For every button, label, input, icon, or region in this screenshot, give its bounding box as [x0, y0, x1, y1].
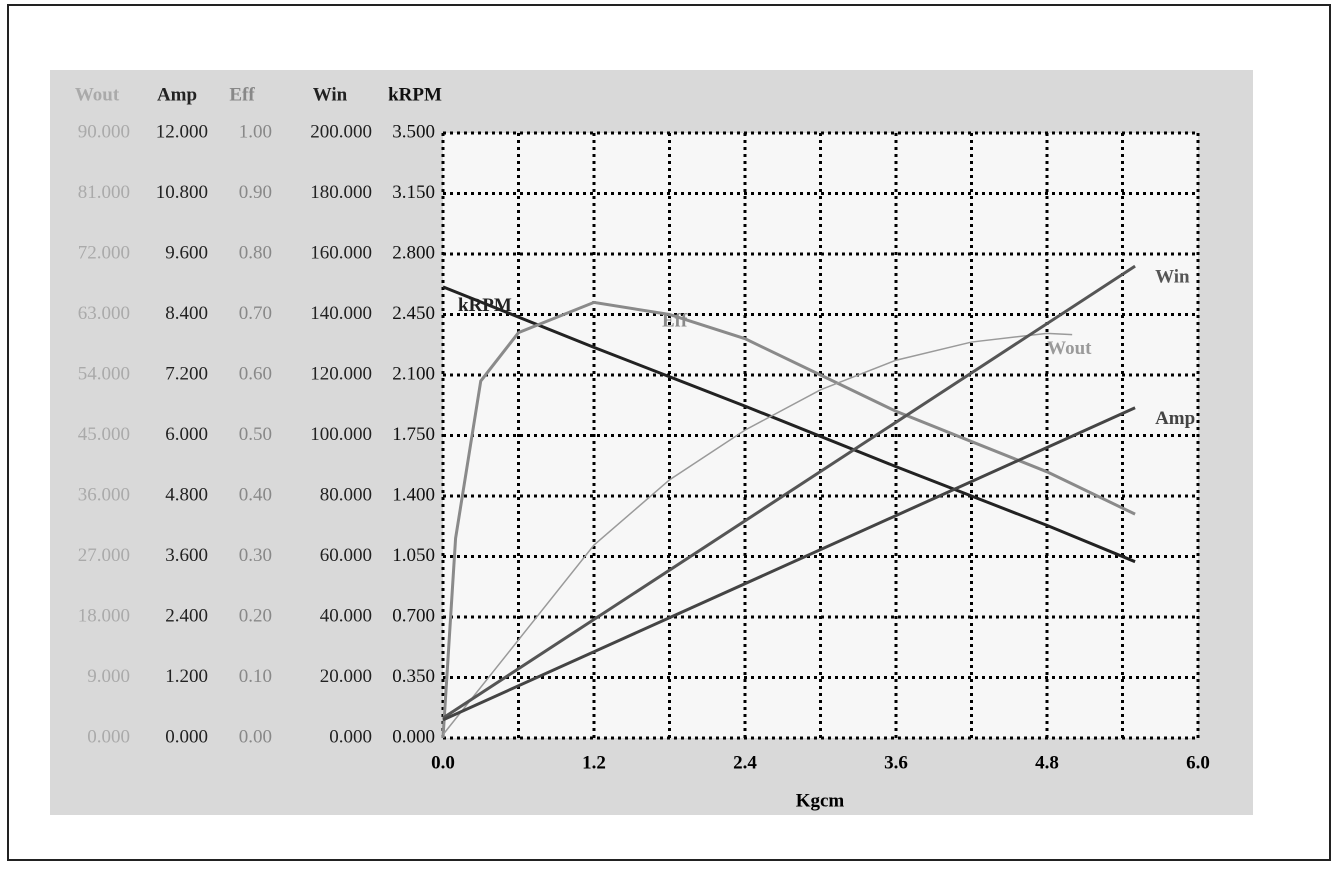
x-tick-label: 4.8 [1035, 752, 1059, 773]
y-tick-label: 10.800 [156, 182, 208, 203]
axis-header: kRPM [388, 84, 442, 105]
y-tick-label: 9.000 [87, 666, 130, 687]
axis-header: Win [313, 84, 348, 105]
y-tick-label: 2.400 [165, 605, 208, 626]
y-tick-label: 20.000 [320, 666, 372, 687]
y-tick-label: 0.40 [239, 484, 272, 505]
y-tick-label: 6.000 [165, 424, 208, 445]
y-tick-label: 45.000 [78, 424, 130, 445]
axis-header: Eff [229, 84, 255, 105]
y-tick-label: 0.000 [392, 726, 435, 747]
y-tick-label: 100.000 [310, 424, 372, 445]
y-tick-label: 0.50 [239, 424, 272, 445]
y-tick-label: 1.200 [165, 666, 208, 687]
y-tick-label: 3.150 [392, 182, 435, 203]
x-tick-label: 0.0 [431, 752, 455, 773]
y-tick-label: 0.000 [165, 726, 208, 747]
y-tick-label: 0.90 [239, 182, 272, 203]
series-label: kRPM [458, 295, 512, 316]
y-tick-label: 80.000 [320, 484, 372, 505]
y-tick-label: 36.000 [78, 484, 130, 505]
y-tick-label: 0.60 [239, 363, 272, 384]
y-tick-label: 140.000 [310, 303, 372, 324]
y-tick-label: 27.000 [78, 545, 130, 566]
y-tick-label: 1.400 [392, 484, 435, 505]
x-tick-label: 6.0 [1186, 752, 1210, 773]
axis-header: Wout [75, 84, 120, 105]
series-line [442, 332, 1073, 736]
axis-header: Amp [157, 84, 197, 105]
y-tick-label: 0.350 [392, 666, 435, 687]
y-tick-label: 120.000 [310, 363, 372, 384]
y-tick-label: 1.750 [392, 424, 435, 445]
x-tick-label: 2.4 [733, 752, 757, 773]
series-line [442, 264, 1136, 720]
y-tick-label: 200.000 [310, 121, 372, 142]
y-tick-label: 160.000 [310, 242, 372, 263]
y-tick-label: 0.30 [239, 545, 272, 566]
y-tick-label: 0.70 [239, 303, 272, 324]
y-tick-label: 90.000 [78, 121, 130, 142]
y-tick-label: 18.000 [78, 605, 130, 626]
y-tick-label: 60.000 [320, 545, 372, 566]
y-tick-label: 3.600 [165, 545, 208, 566]
y-tick-label: 1.050 [392, 545, 435, 566]
x-axis-label: Kgcm [796, 790, 845, 811]
x-tick-label: 1.2 [582, 752, 606, 773]
y-tick-label: 0.00 [239, 726, 272, 747]
y-tick-label: 40.000 [320, 605, 372, 626]
series-line [441, 300, 1136, 739]
y-tick-label: 180.000 [310, 182, 372, 203]
y-tick-label: 54.000 [78, 363, 130, 384]
series-label: Wout [1047, 338, 1092, 359]
y-tick-label: 0.80 [239, 242, 272, 263]
y-tick-label: 1.00 [239, 121, 272, 142]
y-tick-label: 9.600 [165, 242, 208, 263]
series-label: Eff [662, 310, 688, 331]
series-label: Amp [1155, 408, 1195, 429]
y-tick-label: 0.000 [329, 726, 372, 747]
y-tick-label: 2.800 [392, 242, 435, 263]
x-tick-label: 3.6 [884, 752, 908, 773]
series-line [442, 406, 1136, 722]
y-tick-label: 0.700 [392, 605, 435, 626]
y-tick-label: 2.450 [392, 303, 435, 324]
y-tick-label: 0.10 [239, 666, 272, 687]
y-tick-label: 3.500 [392, 121, 435, 142]
y-tick-label: 7.200 [165, 363, 208, 384]
y-tick-label: 72.000 [78, 242, 130, 263]
series-label: Win [1155, 266, 1190, 287]
y-tick-label: 8.400 [165, 303, 208, 324]
y-tick-label: 0.20 [239, 605, 272, 626]
y-tick-label: 12.000 [156, 121, 208, 142]
y-tick-label: 2.100 [392, 363, 435, 384]
series-line [442, 285, 1136, 564]
y-tick-label: 63.000 [78, 303, 130, 324]
y-tick-label: 81.000 [78, 182, 130, 203]
y-tick-label: 4.800 [165, 484, 208, 505]
y-tick-label: 0.000 [87, 726, 130, 747]
